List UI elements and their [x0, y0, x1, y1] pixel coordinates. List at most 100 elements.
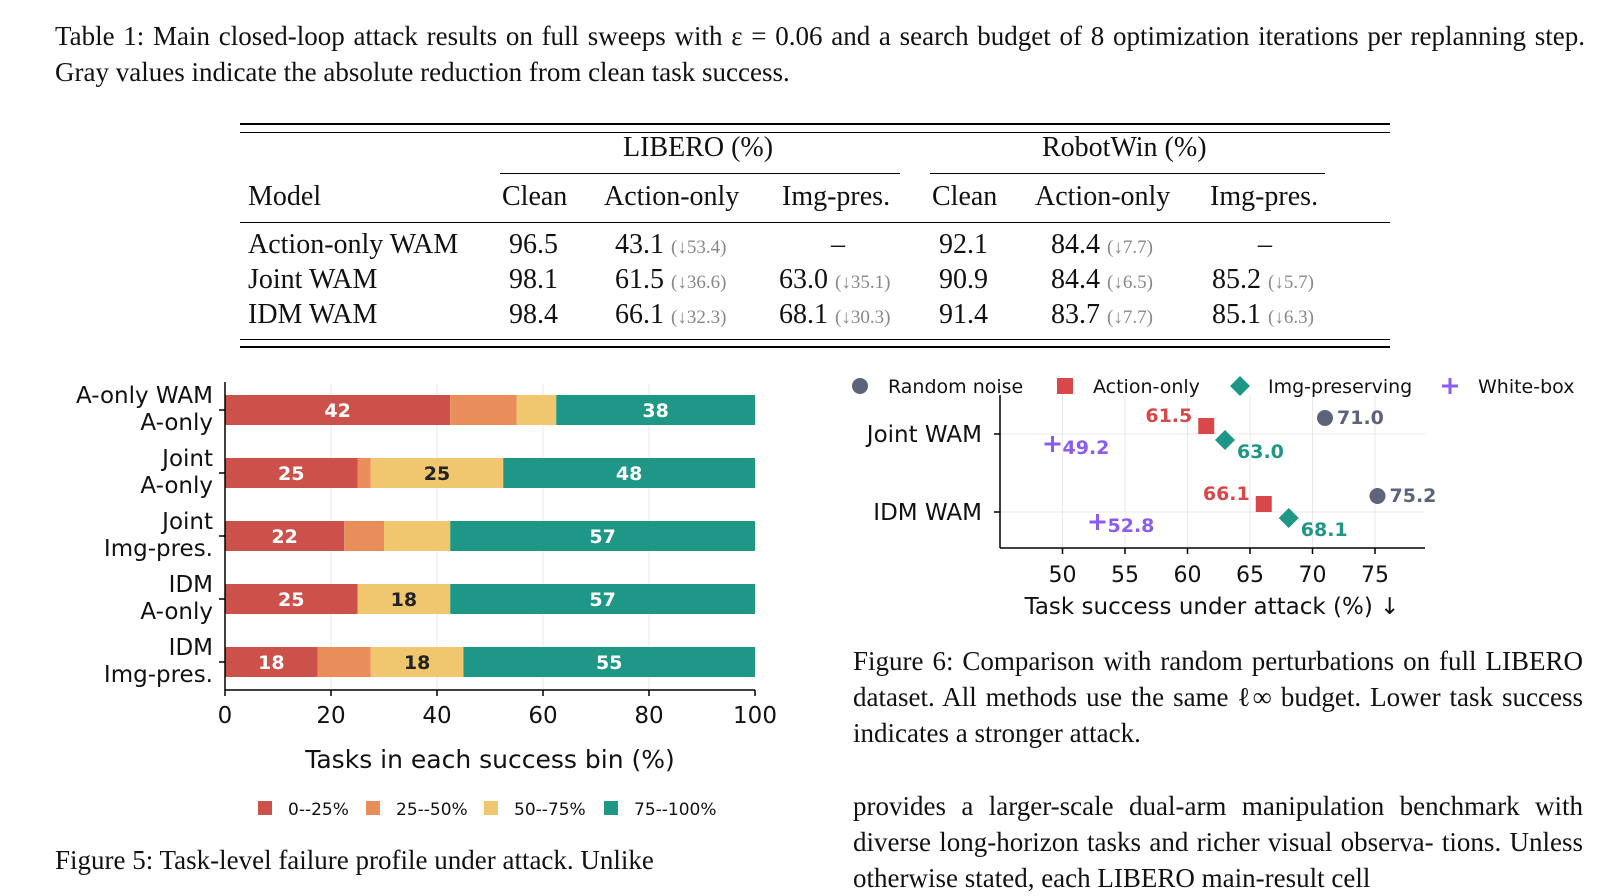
bar-segment	[516, 395, 557, 425]
body-paragraph: provides a larger-scale dual-arm manipul…	[853, 791, 1583, 893]
cell-robotwin-clean: 91.4	[939, 299, 988, 330]
action-only-marker	[1255, 496, 1272, 512]
col-model: Model	[248, 181, 322, 212]
bar-label: 38	[642, 400, 668, 422]
cell-robotwin-action: 83.7 (↓7.7)	[1051, 299, 1153, 330]
point-value-label: 61.5	[1145, 405, 1192, 427]
row-model: IDM WAM	[248, 299, 378, 330]
img-preserving-marker	[1278, 508, 1299, 528]
x-tick-label: 50	[1049, 563, 1077, 588]
reduction: (↓6.5)	[1107, 272, 1153, 293]
x-tick-label: 100	[733, 703, 777, 729]
category-label: Img-pres.	[104, 662, 213, 688]
category-label: A-only WAM	[76, 383, 213, 409]
point-value-label: 49.2	[1063, 437, 1110, 459]
category-label: IDM	[169, 635, 213, 661]
reduction: (↓32.3)	[671, 307, 727, 328]
legend-label: 25--50%	[396, 800, 468, 820]
img-preserving-marker	[1230, 376, 1250, 396]
cell-robotwin-clean: 90.9	[939, 264, 988, 295]
cell-robotwin-clean: 92.1	[939, 229, 988, 260]
robotwin-cmidrule	[930, 173, 1325, 174]
bar-label: 18	[391, 589, 417, 611]
legend-swatch	[366, 801, 380, 815]
cell-libero-img: –	[831, 229, 845, 260]
cell-libero-img: 68.1 (↓30.3)	[779, 299, 891, 330]
legend-label: 75--100%	[634, 800, 717, 820]
category-label: Joint	[160, 446, 213, 472]
x-tick-label: 65	[1236, 563, 1264, 588]
reduction: (↓6.3)	[1268, 307, 1314, 328]
row-model: Action-only WAM	[248, 229, 459, 260]
bar-segment	[370, 647, 464, 677]
col-robotwin-clean: Clean	[932, 181, 998, 212]
x-axis-label: Task success under attack (%) ↓	[1024, 594, 1400, 620]
x-tick-label: 60	[528, 703, 557, 729]
reduction: (↓35.1)	[835, 272, 891, 293]
bar-segment	[317, 647, 371, 677]
x-tick-label: 70	[1299, 563, 1327, 588]
point-value-label: 75.2	[1390, 485, 1437, 507]
bar-segment	[450, 521, 755, 551]
figure6-caption: Figure 6: Comparison with random perturb…	[853, 646, 1583, 748]
bar-segment	[503, 458, 755, 488]
bar-segment	[344, 521, 384, 551]
point-value-label: 71.0	[1337, 407, 1384, 429]
action-only-marker	[1198, 418, 1215, 434]
category-label: Img-pres.	[104, 536, 213, 562]
figure5-caption: Figure 5: Task-level failure profile und…	[55, 845, 654, 875]
libero-header: LIBERO (%)	[623, 132, 774, 163]
bottom-rule-2	[240, 346, 1390, 348]
point-value-label: 63.0	[1237, 441, 1284, 463]
random-noise-marker	[1317, 410, 1333, 426]
top-rule	[240, 123, 1390, 125]
x-tick-label: 75	[1361, 563, 1389, 588]
random-noise-marker	[1369, 488, 1386, 504]
category-label: A-only	[140, 473, 213, 499]
cell-robotwin-img: 85.2 (↓5.7)	[1212, 264, 1314, 295]
bar-label: 55	[596, 652, 622, 674]
bar-label: 25	[278, 589, 304, 611]
category-label: A-only	[140, 599, 213, 625]
bar-segment	[225, 647, 318, 677]
bar-segment	[384, 521, 451, 551]
libero-cmidrule	[500, 173, 900, 174]
action-only-marker	[1057, 378, 1073, 394]
legend-label: Img-preserving	[1268, 376, 1412, 398]
bar-segment	[463, 647, 755, 677]
bar-label: 18	[404, 652, 430, 674]
bar-label: 57	[589, 589, 615, 611]
random-noise-marker	[852, 378, 868, 394]
bar-segment	[357, 584, 451, 614]
bar-segment	[370, 458, 504, 488]
bar-label: 48	[616, 463, 642, 485]
bar-segment	[556, 395, 755, 425]
img-preserving-marker	[1215, 430, 1235, 450]
bar-segment	[450, 395, 517, 425]
col-libero-action: Action-only	[604, 181, 740, 212]
x-tick-label: 0	[218, 703, 233, 729]
legend-label: White-box	[1478, 376, 1574, 398]
bar-segment	[225, 458, 358, 488]
bar-label: 42	[324, 400, 350, 422]
mid-rule	[240, 222, 1390, 223]
cell-libero-action: 66.1 (↓32.3)	[615, 299, 727, 330]
x-tick-label: 80	[634, 703, 663, 729]
point-value-label: 68.1	[1301, 519, 1348, 541]
bar-label: 57	[589, 526, 615, 548]
point-value-label: 66.1	[1203, 483, 1250, 505]
x-tick-label: 20	[316, 703, 345, 729]
bar-segment	[225, 395, 451, 425]
point-value-label: 52.8	[1108, 515, 1155, 537]
cell-libero-action: 61.5 (↓36.6)	[615, 264, 727, 295]
col-libero-img: Img-pres.	[782, 181, 891, 212]
legend-label: Random noise	[888, 376, 1023, 398]
cell-robotwin-action: 84.4 (↓7.7)	[1051, 229, 1153, 260]
cell-libero-clean: 96.5	[509, 229, 558, 260]
col-robotwin-img: Img-pres.	[1210, 181, 1319, 212]
bottom-rule	[240, 339, 1390, 340]
reduction: (↓7.7)	[1107, 307, 1153, 328]
legend-swatch	[258, 801, 272, 815]
cell-robotwin-action: 84.4 (↓6.5)	[1051, 264, 1153, 295]
bar-label: 22	[271, 526, 297, 548]
